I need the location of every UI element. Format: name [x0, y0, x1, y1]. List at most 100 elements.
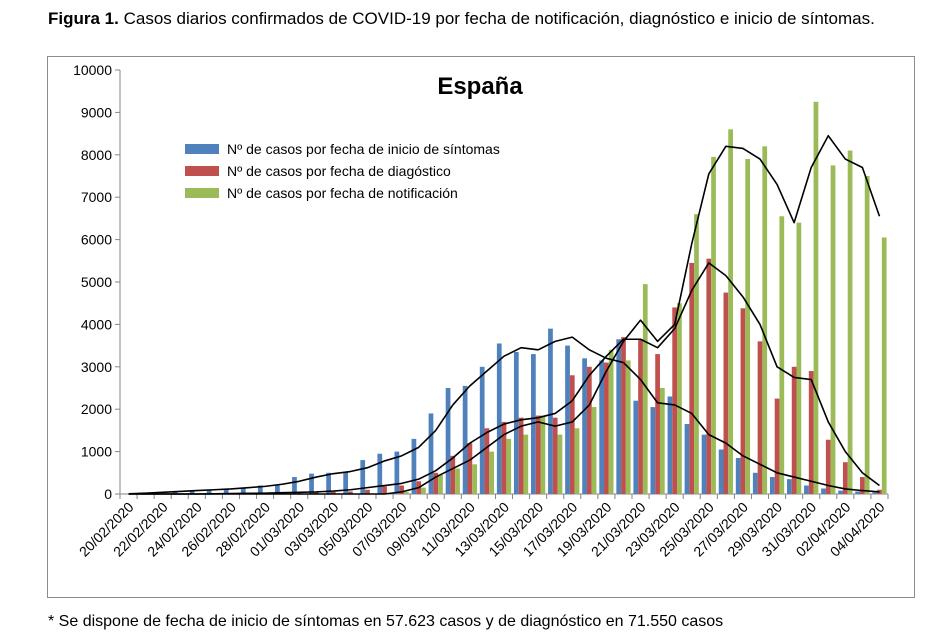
- bar-series-2: [842, 462, 848, 494]
- bar-series-1: [240, 488, 246, 494]
- y-tick-label: 6000: [81, 232, 112, 248]
- bar-series-1: [718, 449, 724, 494]
- bar-series-1: [428, 413, 434, 494]
- trend-line-3: [128, 134, 881, 495]
- y-tick-label: 10000: [73, 62, 112, 78]
- bar-series-3: [796, 222, 802, 494]
- bar-series-1: [582, 358, 587, 494]
- bar-series-1: [821, 488, 826, 494]
- bar-series-2: [501, 421, 507, 494]
- bar-series-3: [813, 101, 819, 495]
- bar-series-1: [855, 491, 861, 494]
- bar-series-3: [506, 438, 512, 494]
- bar-series-1: [206, 489, 212, 494]
- bar-series-2: [740, 308, 746, 494]
- bar-series-2: [825, 439, 831, 494]
- bar-series-2: [774, 398, 780, 494]
- bar-series-3: [745, 159, 751, 495]
- bar-series-1: [787, 479, 792, 494]
- bar-series-1: [565, 345, 570, 494]
- legend-label-1: Nº de casos por fecha de inicio de sínto…: [227, 141, 500, 157]
- bar-series-3: [489, 451, 495, 494]
- bar-series-1: [309, 473, 314, 494]
- y-tick-label: 1000: [81, 444, 112, 460]
- bar-series-2: [330, 491, 336, 494]
- bar-series-1: [872, 492, 878, 494]
- bar-series-2: [399, 485, 404, 494]
- bar-series-2: [604, 362, 609, 494]
- bar-series-3: [694, 214, 699, 494]
- bar-series-2: [569, 375, 575, 494]
- bar-series-1: [701, 434, 707, 494]
- bar-series-3: [779, 216, 785, 494]
- bar-series-2: [484, 428, 490, 494]
- figure-caption: Figura 1. Casos diarios confirmados de C…: [48, 8, 916, 30]
- bar-series-1: [292, 477, 297, 494]
- bar-series-1: [496, 343, 502, 494]
- bar-series-2: [535, 415, 541, 494]
- bar-series-3: [540, 415, 546, 494]
- bar-series-3: [762, 146, 768, 494]
- bar-series-3: [659, 388, 665, 494]
- bar-series-3: [523, 434, 529, 494]
- bar-series-1: [684, 424, 690, 494]
- bar-series-2: [638, 339, 643, 494]
- legend-swatch-2: [185, 166, 219, 176]
- bar-series-2: [433, 472, 439, 494]
- bar-series-1: [633, 400, 639, 494]
- bar-series-1: [377, 453, 383, 494]
- bar-series-1: [616, 339, 622, 494]
- bar-series-3: [591, 407, 597, 494]
- y-tick-label: 2000: [81, 401, 112, 417]
- bar-series-3: [642, 284, 648, 494]
- bar-series-1: [479, 366, 485, 494]
- bar-series-1: [769, 477, 775, 494]
- y-tick-label: 0: [104, 486, 112, 502]
- bar-series-3: [864, 176, 870, 494]
- bar-series-1: [394, 451, 400, 494]
- bar-series-3: [847, 150, 853, 494]
- legend-swatch-1: [185, 144, 219, 154]
- chart-title: España: [437, 73, 523, 100]
- bar-series-2: [586, 366, 592, 494]
- bar-series-1: [752, 472, 758, 494]
- bar-series-1: [445, 388, 451, 494]
- bar-series-1: [275, 484, 280, 494]
- trend-line-1: [128, 336, 880, 495]
- bar-series-3: [711, 156, 716, 495]
- bar-series-1: [650, 407, 656, 494]
- bar-series-2: [348, 491, 353, 494]
- bar-series-1: [735, 457, 741, 494]
- bar-series-3: [728, 129, 733, 495]
- bar-series-3: [438, 474, 443, 494]
- y-tick-label: 9000: [81, 104, 112, 120]
- bar-series-2: [706, 258, 712, 494]
- bar-series-1: [667, 396, 673, 494]
- bar-series-1: [513, 351, 519, 494]
- bar-series-2: [382, 486, 387, 494]
- bar-series-1: [804, 485, 809, 494]
- bar-series-2: [552, 417, 558, 494]
- footnote: * Se dispone de fecha de inicio de sínto…: [48, 613, 724, 630]
- bar-series-3: [625, 360, 631, 494]
- bar-series-2: [791, 366, 797, 494]
- y-tick-label: 4000: [81, 316, 112, 332]
- bar-series-2: [723, 292, 729, 494]
- bar-series-2: [655, 354, 660, 494]
- bar-series-2: [621, 337, 626, 494]
- legend-label-3: Nº de casos por fecha de notificación: [227, 185, 458, 201]
- bar-series-3: [403, 491, 409, 494]
- bar-series-1: [548, 328, 553, 494]
- bar-series-2: [518, 417, 524, 494]
- bar-series-2: [672, 307, 678, 494]
- bar-series-1: [838, 490, 843, 494]
- bar-series-2: [365, 489, 370, 494]
- bar-series-3: [455, 468, 460, 494]
- bar-series-2: [860, 477, 865, 494]
- bar-series-1: [531, 354, 536, 494]
- bar-series-3: [608, 349, 614, 494]
- legend-swatch-3: [185, 188, 219, 198]
- bar-series-1: [326, 472, 331, 494]
- bar-series-1: [257, 485, 263, 494]
